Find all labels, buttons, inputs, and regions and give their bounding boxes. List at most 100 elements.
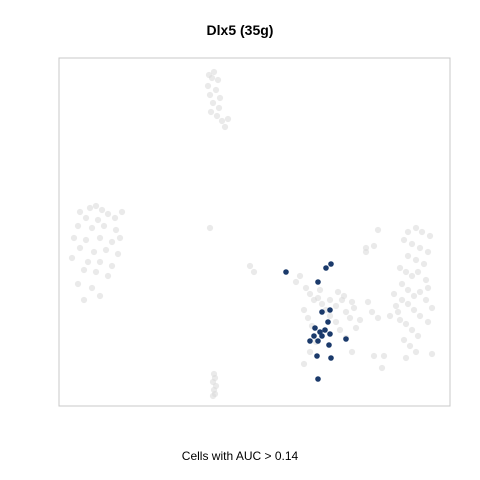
highlight-point: [314, 353, 320, 359]
background-point: [371, 353, 377, 359]
highlight-point: [327, 307, 333, 313]
background-point: [371, 243, 377, 249]
background-point: [208, 109, 214, 115]
highlight-point: [328, 261, 334, 267]
background-point: [415, 269, 421, 275]
background-point: [217, 95, 223, 101]
background-point: [333, 319, 339, 325]
background-point: [423, 277, 429, 283]
background-point: [337, 327, 343, 333]
background-point: [413, 257, 419, 263]
background-point: [343, 309, 349, 315]
background-point: [335, 289, 341, 295]
background-point: [85, 259, 91, 265]
background-point: [429, 305, 435, 311]
background-point: [401, 237, 407, 243]
background-point: [307, 349, 313, 355]
highlight-point: [343, 336, 349, 342]
chart-caption: Cells with AUC > 0.14: [0, 449, 480, 463]
background-point: [97, 235, 103, 241]
background-point: [251, 269, 257, 275]
background-point: [425, 285, 431, 291]
background-point: [215, 77, 221, 83]
background-point: [427, 233, 433, 239]
background-point: [105, 273, 111, 279]
background-point: [219, 118, 225, 124]
background-point: [403, 321, 409, 327]
background-point: [307, 291, 313, 297]
background-point: [407, 343, 413, 349]
background-point: [349, 299, 355, 305]
background-point: [209, 75, 215, 81]
background-point: [341, 293, 347, 299]
background-point: [409, 241, 415, 247]
background-point: [349, 349, 355, 355]
background-point: [87, 205, 93, 211]
highlight-point: [323, 265, 329, 271]
background-point: [83, 215, 89, 221]
highlight-point: [319, 309, 325, 315]
background-point: [415, 333, 421, 339]
background-point: [293, 279, 299, 285]
background-point: [395, 309, 401, 315]
background-point: [399, 297, 405, 303]
background-point: [375, 315, 381, 321]
background-point: [75, 281, 81, 287]
highlight-point: [322, 327, 328, 333]
background-point: [301, 307, 307, 313]
background-point: [369, 309, 375, 315]
highlight-point: [328, 355, 334, 361]
background-point: [317, 287, 323, 293]
background-points-group: [69, 69, 435, 399]
background-point: [327, 297, 333, 303]
background-point: [69, 255, 75, 261]
background-point: [351, 305, 357, 311]
background-point: [429, 351, 435, 357]
background-point: [375, 227, 381, 233]
background-point: [405, 301, 411, 307]
background-point: [207, 92, 213, 98]
background-point: [210, 393, 216, 399]
background-point: [222, 124, 228, 130]
highlight-point: [325, 319, 331, 325]
background-point: [97, 259, 103, 265]
background-point: [303, 285, 309, 291]
background-point: [411, 307, 417, 313]
background-point: [327, 313, 333, 319]
background-point: [393, 303, 399, 309]
background-point: [205, 83, 211, 89]
background-point: [363, 249, 369, 255]
background-point: [413, 349, 419, 355]
background-point: [95, 217, 101, 223]
background-point: [397, 317, 403, 323]
background-point: [397, 265, 403, 271]
highlight-point: [315, 338, 321, 344]
background-point: [381, 353, 387, 359]
background-point: [105, 211, 111, 217]
background-point: [315, 295, 321, 301]
background-point: [109, 263, 115, 269]
highlight-point: [312, 325, 318, 331]
highlight-point: [327, 331, 333, 337]
background-point: [405, 253, 411, 259]
background-point: [81, 267, 87, 273]
background-point: [411, 293, 417, 299]
background-point: [405, 229, 411, 235]
background-point: [419, 229, 425, 235]
background-point: [71, 235, 77, 241]
background-point: [401, 337, 407, 343]
background-point: [115, 251, 121, 257]
background-point: [333, 303, 339, 309]
background-point: [417, 289, 423, 295]
background-point: [81, 297, 87, 303]
background-point: [399, 281, 405, 287]
background-point: [409, 327, 415, 333]
background-point: [113, 227, 119, 233]
background-point: [214, 113, 220, 119]
background-point: [305, 315, 311, 321]
highlight-point: [326, 342, 332, 348]
background-point: [91, 249, 97, 255]
background-point: [405, 287, 411, 293]
highlight-point: [307, 338, 313, 344]
